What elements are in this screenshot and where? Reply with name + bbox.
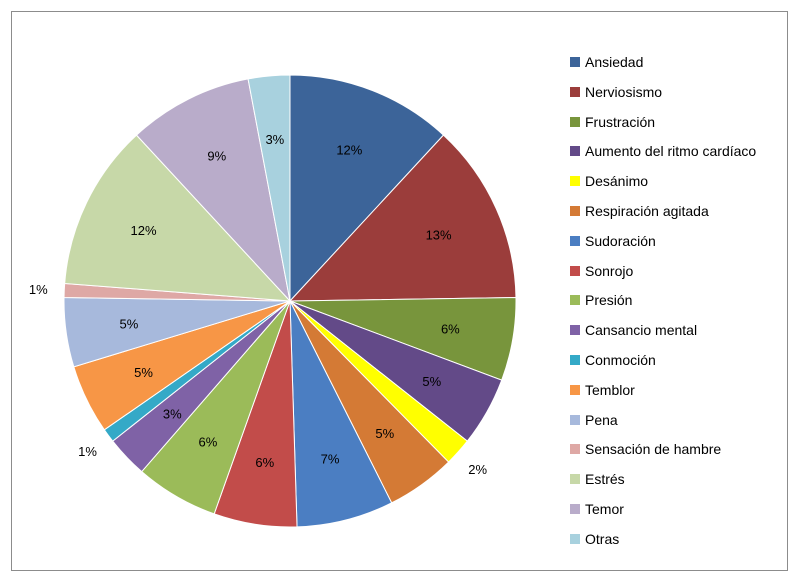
pie-slice-17 [247,74,291,302]
legend-swatch [570,116,580,127]
slice-label-6: 5% [375,426,394,441]
legend-swatch [570,86,580,97]
pie-slice-16 [135,78,291,303]
legend-label: Desánimo [585,173,649,190]
legend-item-15: Estrés [570,469,625,489]
legend-swatch [570,504,580,514]
slice-label-11: 1% [78,444,97,459]
legend-swatch [570,146,580,157]
legend-swatch [570,325,580,336]
legend-item-6: Respiración agitada [570,201,709,221]
legend-swatch [570,265,580,276]
legend-item-10: Cansancio mental [570,320,697,340]
slice-label-16: 9% [207,149,226,164]
legend-swatch [570,176,580,187]
legend-swatch [570,235,580,246]
slice-label-5: 2% [468,462,487,477]
legend-label: Estrés [585,471,625,488]
legend-item-11: Conmoción [570,350,656,370]
legend-swatch [570,57,580,67]
slice-label-2: 13% [426,228,452,243]
slice-label-17: 3% [265,132,284,147]
slice-label-7: 7% [321,452,340,467]
legend-label: Aumento del ritmo cardíaco [585,143,757,160]
legend-item-5: Desánimo [570,171,648,191]
legend-item-14: Sensación de hambre [570,439,721,459]
legend-swatch [570,206,580,216]
legend-label: Pena [585,411,618,428]
legend-item-16: Temor [570,499,624,519]
legend-label: Nerviosismo [585,83,663,100]
legend-swatch [570,355,580,365]
legend-swatch [570,533,580,544]
legend-item-3: Frustración [570,112,655,132]
legend-label: Sudoración [585,232,656,249]
legend-swatch [570,295,580,306]
legend-label: Temor [585,501,624,517]
slice-label-10: 3% [163,406,182,421]
legend-label: Ansiedad [585,54,644,70]
slice-label-12: 5% [134,365,153,380]
legend-swatch [570,474,580,485]
legend-label: Presión [585,292,633,309]
slice-label-9: 6% [199,434,218,449]
legend-label: Frustración [585,113,656,130]
legend-item-8: Sonrojo [570,261,633,281]
legend-label: Cansancio mental [585,322,698,339]
legend-label: Temblor [585,381,635,398]
legend-item-2: Nerviosismo [570,82,662,102]
legend-item-7: Sudoración [570,231,656,251]
legend-item-4: Aumento del ritmo cardíaco [570,141,756,161]
slice-label-1: 12% [336,142,362,157]
slice-label-14: 1% [29,282,48,297]
slice-label-15: 12% [131,223,157,238]
slice-label-13: 5% [119,317,138,332]
legend-swatch [570,444,580,455]
legend-label: Sensación de hambre [585,441,722,458]
legend-swatch [570,384,580,395]
legend-label: Otras [585,530,620,547]
legend-item-17: Otras [570,529,619,549]
slice-label-3: 6% [441,322,460,337]
pie-slice-1 [289,74,445,303]
legend-swatch [570,414,580,425]
legend-label: Sonrojo [585,262,634,279]
legend-item-12: Temblor [570,380,635,400]
slice-label-4: 5% [422,374,441,389]
slice-label-8: 6% [255,455,274,470]
pie-slice-15 [64,134,292,302]
legend-item-9: Presión [570,290,632,310]
legend-label: Respiración agitada [585,203,709,219]
pie-slice-2 [288,134,517,302]
legend-item-13: Pena [570,410,618,430]
legend-item-1: Ansiedad [570,52,643,72]
legend-label: Conmoción [585,352,656,368]
